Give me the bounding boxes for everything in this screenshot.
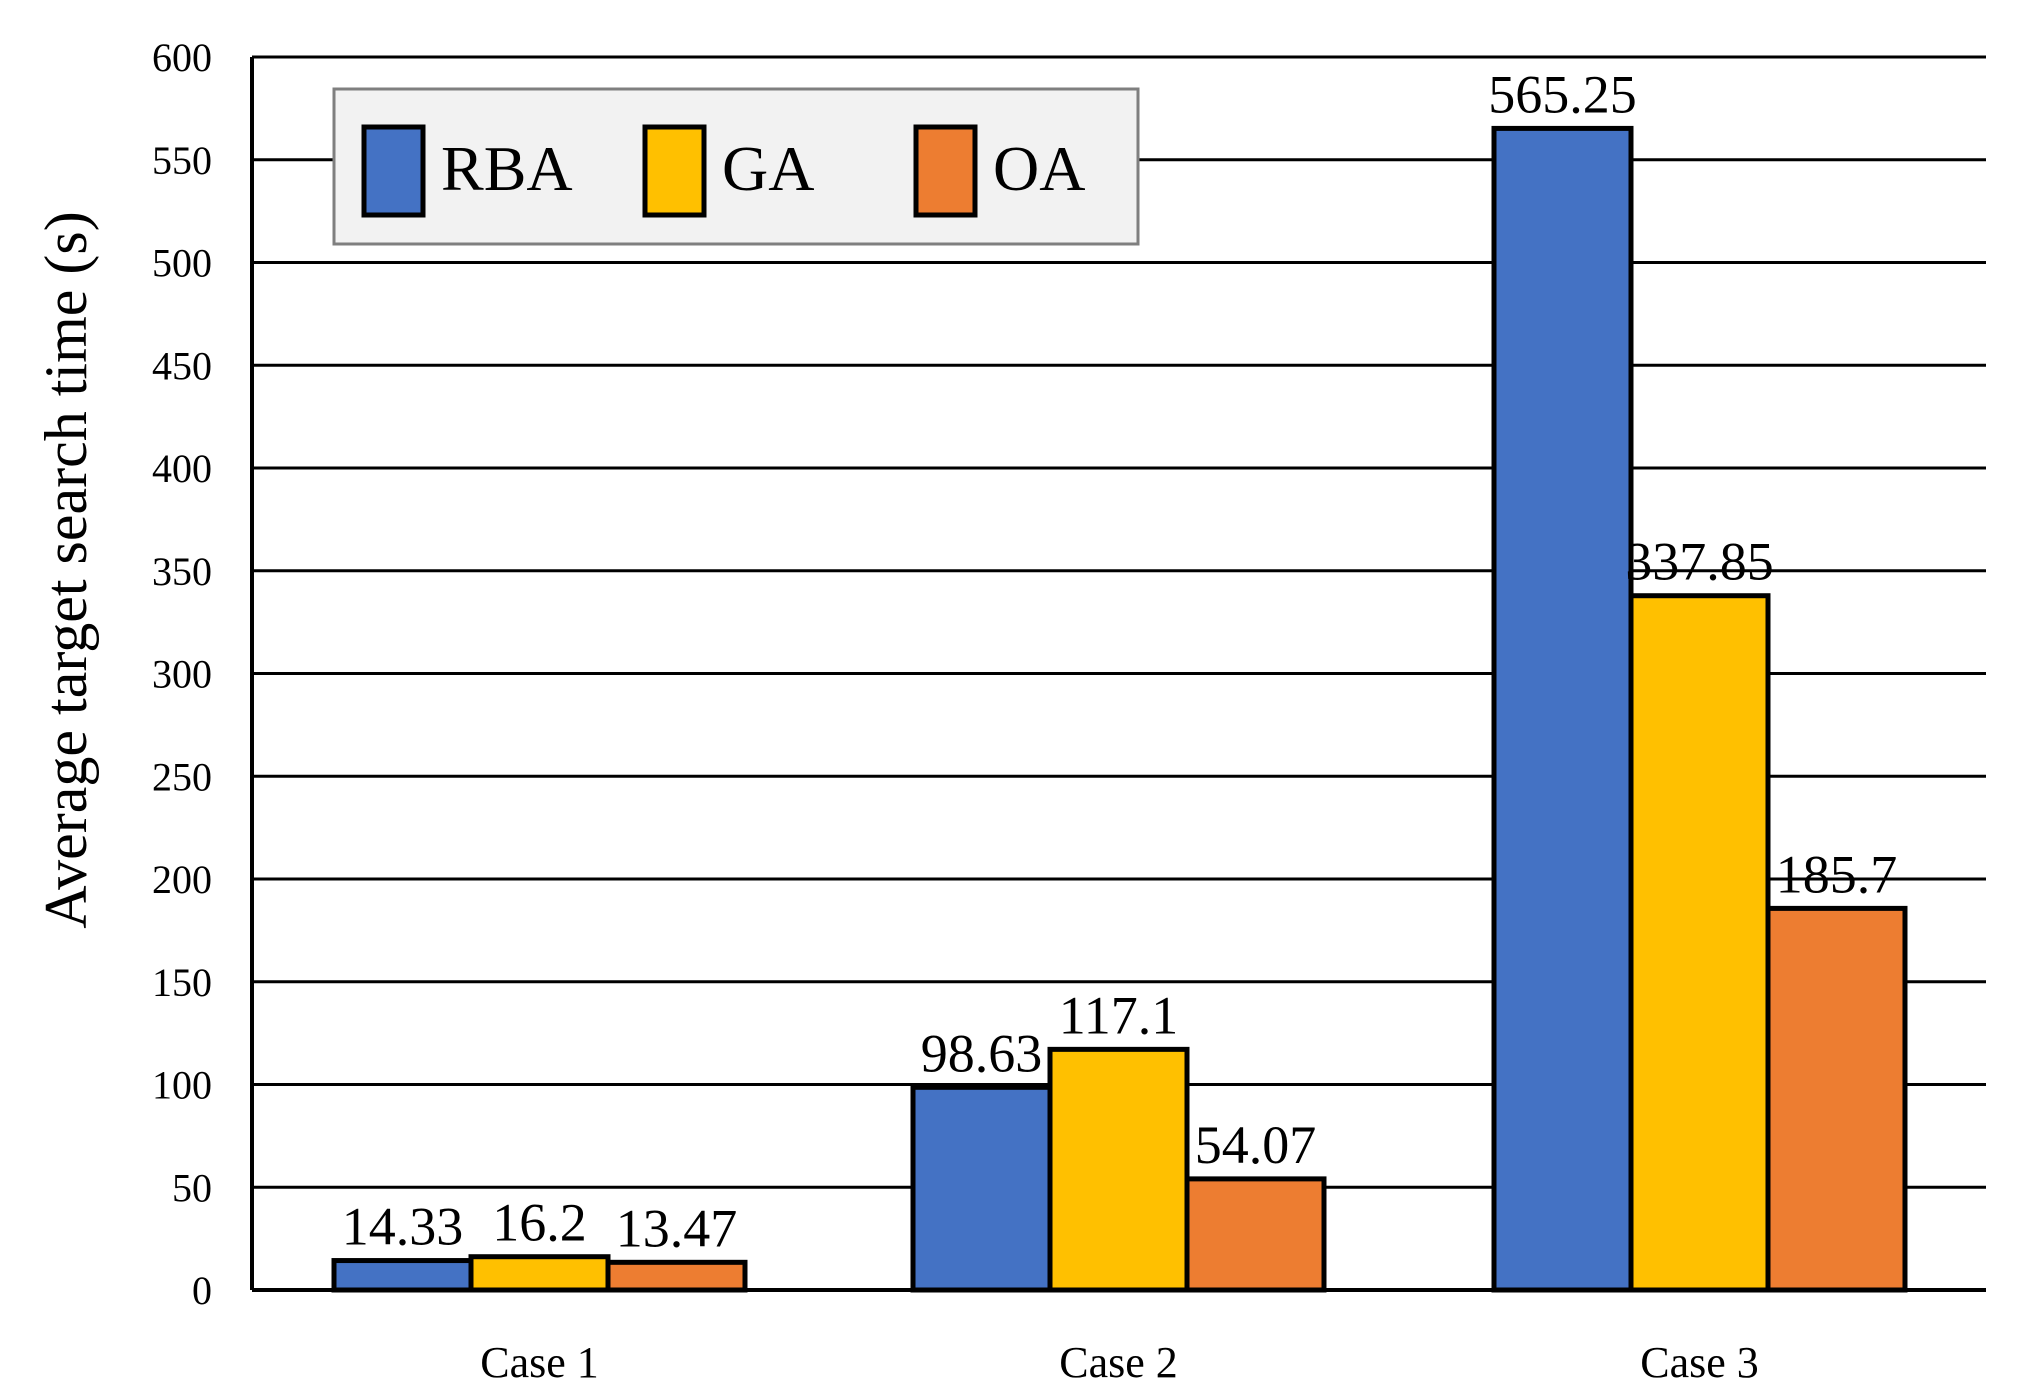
bar-rba-case-1: [331, 1258, 474, 1293]
x-category-label: Case 3: [1640, 1338, 1759, 1384]
data-label-rba-case-2: 98.63: [921, 1023, 1043, 1083]
x-category-label: Case 2: [1059, 1338, 1178, 1384]
data-labels: 14.33 16.2 13.47 98.63 117.1 54.07 565.25 337.8…: [342, 64, 1898, 1258]
legend: RBA GA OA: [332, 87, 1140, 246]
y-axis-title: Average target search time (s): [33, 211, 99, 928]
y-tick-label: 200: [152, 857, 212, 902]
y-tick-label: 500: [152, 241, 212, 286]
y-tick-label: 450: [152, 343, 212, 388]
y-tick-label: 100: [152, 1063, 212, 1108]
legend-swatch-rba: [361, 124, 426, 218]
bar-oa-case-3: [1765, 905, 1908, 1293]
legend-box: [332, 87, 1140, 246]
bars: [331, 125, 1908, 1293]
data-label-rba-case-1: 14.33: [342, 1197, 464, 1257]
data-label-oa-case-2: 54.07: [1195, 1115, 1317, 1175]
y-axis-ticks: 0 50 100 150 200 250 300 350 400 450 500 550 600: [152, 35, 212, 1313]
bar-ga-case-2: [1047, 1046, 1190, 1293]
y-tick-label: 550: [152, 138, 212, 183]
data-label-oa-case-3: 185.7: [1776, 844, 1898, 904]
data-label-oa-case-1: 13.47: [616, 1198, 738, 1258]
data-label-rba-case-3: 565.25: [1488, 64, 1637, 124]
legend-label-rba: RBA: [441, 133, 573, 204]
bar-ga-case-1: [468, 1254, 611, 1293]
bar-oa-case-1: [605, 1259, 748, 1293]
y-tick-label: 350: [152, 549, 212, 594]
y-tick-label: 400: [152, 446, 212, 491]
legend-swatch-ga: [642, 124, 707, 218]
data-label-ga-case-3: 337.85: [1625, 532, 1774, 592]
y-tick-label: 300: [152, 652, 212, 697]
bar-ga-case-3: [1628, 593, 1771, 1293]
y-tick-label: 150: [152, 960, 212, 1005]
x-axis-categories: Case 1 Case 2 Case 3: [480, 1338, 1759, 1384]
bar-oa-case-2: [1184, 1176, 1327, 1293]
bar-rba-case-2: [910, 1084, 1053, 1293]
y-tick-label: 0: [192, 1268, 212, 1313]
x-category-label: Case 1: [480, 1338, 599, 1384]
data-label-ga-case-1: 16.2: [492, 1193, 587, 1253]
legend-swatch-oa: [913, 124, 978, 218]
bar-rba-case-3: [1491, 125, 1634, 1293]
data-label-ga-case-2: 117.1: [1059, 985, 1179, 1045]
y-tick-label: 250: [152, 754, 212, 799]
y-tick-label: 600: [152, 35, 212, 80]
legend-label-ga: GA: [722, 133, 814, 204]
legend-label-oa: OA: [993, 133, 1085, 204]
y-tick-label: 50: [172, 1165, 212, 1210]
